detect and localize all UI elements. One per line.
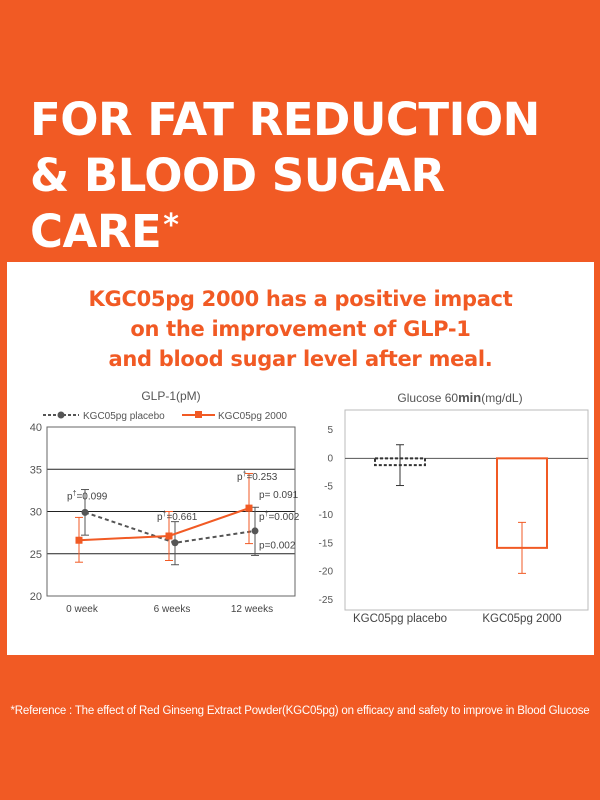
subheadline-line-3: and blood sugar level after meal. xyxy=(108,347,493,371)
y-tick-label: 5 xyxy=(327,425,333,436)
y-tick-label: 35 xyxy=(30,464,42,476)
x-category-label: KGC05pg 2000 xyxy=(482,613,561,625)
plot-frame xyxy=(46,426,296,597)
legend-marker-placebo xyxy=(57,411,65,419)
subheadline: KGC05pg 2000 has a positive impact on th… xyxy=(7,284,594,374)
subheadline-line-1: KGC05pg 2000 has a positive impact xyxy=(88,287,513,311)
y-tick-label: -20 xyxy=(319,567,334,578)
legend-label-2000: KGC05pg 2000 xyxy=(218,411,287,422)
headline-line-1: FOR FAT REDUCTION xyxy=(30,93,540,146)
data-point-placebo xyxy=(81,508,89,516)
headline: FOR FAT REDUCTION & BLOOD SUGAR CARE* xyxy=(30,92,590,260)
data-point-placebo xyxy=(171,539,179,547)
y-tick-label: 30 xyxy=(30,507,42,519)
data-point-2000 xyxy=(165,532,173,540)
glucose-bar-chart: Glucose 60min(mg/dL) 5 0 -5 -10 -15 -20 -25 KGC0… xyxy=(319,390,589,625)
legend-label-placebo: KGC05pg placebo xyxy=(83,411,165,422)
p-value-annotation: p†=0.253 xyxy=(237,471,278,483)
x-category-label: KGC05pg placebo xyxy=(353,613,447,625)
p-value-annotation: p†=0.002 xyxy=(259,511,300,523)
data-point-placebo xyxy=(251,527,259,535)
x-tick-label: 0 week xyxy=(66,604,99,615)
data-point-2000 xyxy=(245,504,253,512)
p-value-annotation: p= 0.091 xyxy=(259,490,299,501)
y-tick-label: -5 xyxy=(324,482,333,493)
p-value-annotation: p=0.002 xyxy=(259,541,296,552)
glp1-chart-title: GLP-1(pM) xyxy=(141,389,200,403)
plot-frame xyxy=(344,409,589,611)
glp1-line-chart: GLP-1(pM) KGC05pg placebo KGC05pg 2000 20 25… xyxy=(30,389,300,615)
glucose-chart-title: Glucose 60min(mg/dL) xyxy=(397,390,522,405)
x-tick-label: 12 weeks xyxy=(231,604,273,615)
headline-asterisk: * xyxy=(163,208,179,243)
subheadline-line-2: on the improvement of GLP-1 xyxy=(130,317,471,341)
p-value-annotation: p†=0.661 xyxy=(157,511,198,523)
y-tick-label: 20 xyxy=(30,591,42,603)
y-tick-label: 40 xyxy=(30,422,42,434)
legend-marker-2000 xyxy=(195,411,202,418)
data-point-2000 xyxy=(75,536,83,544)
chart-panel: KGC05pg 2000 has a positive impact on th… xyxy=(7,262,594,655)
series-line-placebo xyxy=(84,511,256,544)
y-tick-label: -25 xyxy=(319,595,334,606)
y-tick-label: 25 xyxy=(30,549,42,561)
p-value-annotation: p†=0.099 xyxy=(67,491,108,503)
x-tick-label: 6 weeks xyxy=(154,604,191,615)
reference-footnote: *Reference : The effect of Red Ginseng E… xyxy=(10,705,590,717)
y-tick-label: 0 xyxy=(327,453,333,464)
y-tick-label: -10 xyxy=(319,510,334,521)
y-tick-label: -15 xyxy=(319,538,334,549)
headline-line-2: & BLOOD SUGAR CARE xyxy=(30,149,445,258)
